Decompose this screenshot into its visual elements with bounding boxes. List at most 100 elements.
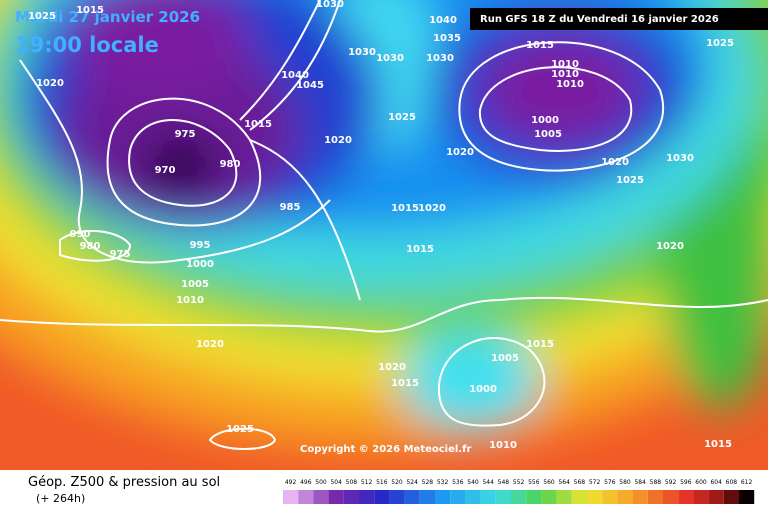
colorbar-label: 588 bbox=[650, 479, 662, 486]
colorbar-cell bbox=[647, 490, 663, 504]
colorbar-cell bbox=[480, 490, 496, 504]
isobar-label: 1025 bbox=[226, 424, 254, 435]
colorbar-cell bbox=[556, 490, 572, 504]
isobar-label: 990 bbox=[70, 229, 91, 240]
colorbar-cell bbox=[435, 490, 451, 504]
colorbar-cell bbox=[571, 490, 587, 504]
colorbar-cell bbox=[541, 490, 557, 504]
isobar-label: 1015 bbox=[244, 119, 272, 130]
isobar-label: 1005 bbox=[181, 279, 209, 290]
colorbar-label: 576 bbox=[604, 479, 616, 486]
colorbar-cell bbox=[374, 490, 390, 504]
colorbar-cell bbox=[511, 490, 527, 504]
isobar-label: 1010 bbox=[176, 295, 204, 306]
colorbar-label: 520 bbox=[391, 479, 403, 486]
colorbar-label: 560 bbox=[543, 479, 555, 486]
colorbar-cell bbox=[298, 490, 314, 504]
colorbar-cell bbox=[708, 490, 724, 504]
colorbar-cell bbox=[465, 490, 481, 504]
colorbar-cell bbox=[587, 490, 603, 504]
colorbar-label: 608 bbox=[726, 479, 738, 486]
colorbar-cell bbox=[404, 490, 420, 504]
isobar-label: 1010 bbox=[556, 79, 584, 90]
isobar-label: 1025 bbox=[28, 11, 56, 22]
colorbar-cell bbox=[678, 490, 694, 504]
colorbar-label: 600 bbox=[695, 479, 707, 486]
colorbar-cell bbox=[693, 490, 709, 504]
colorbar-label: 528 bbox=[422, 479, 434, 486]
isobar-label: 975 bbox=[110, 249, 131, 260]
isobar-label: 1010 bbox=[489, 440, 517, 451]
colorbar-cell bbox=[526, 490, 542, 504]
colorbar-label: 572 bbox=[589, 479, 601, 486]
colorbar-label: 568 bbox=[574, 479, 586, 486]
footer-title: Géop. Z500 & pression au sol bbox=[28, 475, 220, 490]
isobar-label: 1040 bbox=[429, 15, 457, 26]
colorbar-label: 532 bbox=[437, 479, 449, 486]
colorbar-label: 508 bbox=[346, 479, 358, 486]
colorbar-cell bbox=[663, 490, 679, 504]
colorbar-cell bbox=[450, 490, 466, 504]
isobar-label: 1000 bbox=[469, 384, 497, 395]
isobar-label: 1025 bbox=[388, 112, 416, 123]
isobar-label: 1015 bbox=[406, 244, 434, 255]
colorbar-label: 612 bbox=[741, 479, 753, 486]
colorbar-cell bbox=[723, 490, 739, 504]
colorbar-label: 556 bbox=[528, 479, 540, 486]
colorbar-cell bbox=[359, 490, 375, 504]
isobar-label: 1020 bbox=[196, 339, 224, 350]
isobar-label: 1020 bbox=[378, 362, 406, 373]
colorbar-label: 552 bbox=[513, 479, 525, 486]
isobar-label: 1015 bbox=[391, 378, 419, 389]
colorbar-label: 512 bbox=[361, 479, 373, 486]
colorbar-cell bbox=[602, 490, 618, 504]
isobar-label: 1035 bbox=[433, 33, 461, 44]
isobar-labels: 1025103010151040103510301030103010151010… bbox=[28, 0, 734, 451]
isobar-label: 1015 bbox=[526, 339, 554, 350]
colorbar-cell bbox=[495, 490, 511, 504]
isobar-label: 1025 bbox=[616, 175, 644, 186]
isobar-label: 975 bbox=[175, 129, 196, 140]
colorbar-label: 596 bbox=[680, 479, 692, 486]
run-box bbox=[470, 8, 768, 30]
colorbar-label: 580 bbox=[619, 479, 631, 486]
colorbar-cell bbox=[313, 490, 329, 504]
isobar-label: 1030 bbox=[376, 53, 404, 64]
colorbar-label: 504 bbox=[330, 479, 342, 486]
isobar-label: 1020 bbox=[418, 203, 446, 214]
isobar-label: 1000 bbox=[186, 259, 214, 270]
colorbar-cell bbox=[632, 490, 648, 504]
isobar-label: 1000 bbox=[531, 115, 559, 126]
colorbar-label: 584 bbox=[634, 479, 646, 486]
colorbar-cell bbox=[389, 490, 405, 504]
isobar-label: 1010 bbox=[551, 69, 579, 80]
colorbar-label: 592 bbox=[665, 479, 677, 486]
colorbar-cell bbox=[328, 490, 344, 504]
isobar-label: 1020 bbox=[324, 135, 352, 146]
isobar-label: 980 bbox=[220, 159, 241, 170]
colorbar-label: 524 bbox=[406, 479, 418, 486]
isobar-label: 980 bbox=[80, 241, 101, 252]
isobar-label: 1045 bbox=[296, 80, 324, 91]
isobar-label: 1020 bbox=[446, 147, 474, 158]
isobar-label: 1015 bbox=[526, 40, 554, 51]
isobar-label: 1005 bbox=[534, 129, 562, 140]
colorbar-cell bbox=[419, 490, 435, 504]
colorbar-label: 492 bbox=[285, 479, 297, 486]
lead-time: (+ 264h) bbox=[36, 492, 85, 505]
colorbar-label: 500 bbox=[315, 479, 327, 486]
map-time: 19:00 locale bbox=[15, 33, 159, 57]
map-field bbox=[0, 0, 768, 470]
colorbar-cell bbox=[739, 490, 755, 504]
colorbar: 492 496 500 504 508 512 516 520 524 528 532 536 540 5… bbox=[283, 479, 755, 504]
isobar-label: 1020 bbox=[36, 78, 64, 89]
isobar-label: 1015 bbox=[391, 203, 419, 214]
colorbar-label: 544 bbox=[482, 479, 494, 486]
isobar-label: 1010 bbox=[551, 59, 579, 70]
colorbar-label: 604 bbox=[710, 479, 722, 486]
isobar-label: 1020 bbox=[601, 157, 629, 168]
colorbar-label: 496 bbox=[300, 479, 312, 486]
isobar-label: 1015 bbox=[704, 439, 732, 450]
